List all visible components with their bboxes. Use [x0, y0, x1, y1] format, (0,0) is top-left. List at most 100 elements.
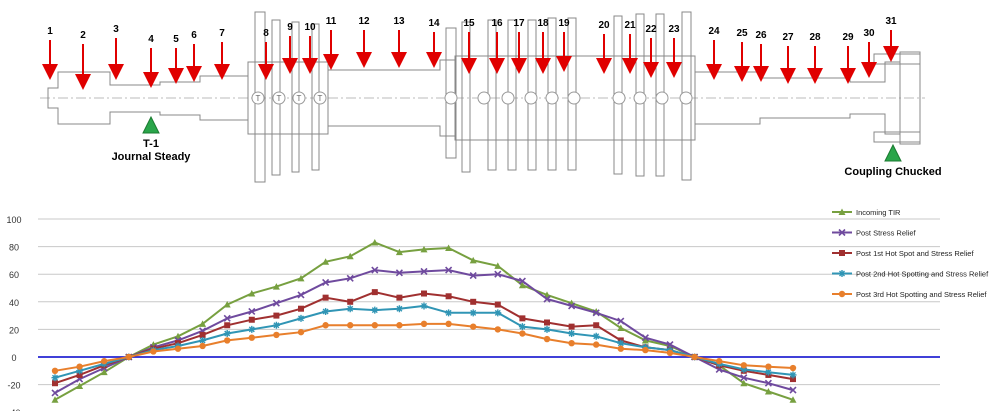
legend-label: Incoming TIR	[856, 208, 901, 217]
station-label: 24	[708, 26, 720, 37]
stage-marker-letter: T	[297, 94, 302, 103]
data-point	[223, 330, 231, 338]
data-point	[223, 301, 231, 308]
data-point	[371, 306, 379, 314]
station-label: 23	[668, 24, 680, 35]
station-label: 15	[463, 18, 475, 29]
data-point	[51, 396, 59, 403]
data-point	[346, 305, 354, 313]
data-point	[445, 244, 453, 251]
y-tick-label: -20	[7, 381, 20, 391]
data-point	[764, 388, 772, 395]
data-point	[789, 386, 797, 394]
station-label: 20	[598, 20, 610, 31]
stage-marker-icon	[501, 91, 515, 105]
station-label: 6	[191, 30, 197, 41]
data-point	[691, 353, 698, 361]
chart-series	[51, 238, 797, 403]
data-point	[617, 317, 625, 325]
data-point	[789, 371, 797, 379]
stage-marker-icon	[567, 91, 581, 105]
stage-marker-icon	[633, 91, 647, 105]
data-point	[789, 364, 797, 372]
data-point	[568, 323, 575, 330]
data-point	[248, 334, 255, 341]
support-label: Coupling Chucked	[844, 166, 941, 178]
data-point	[199, 342, 206, 350]
data-point	[248, 316, 255, 323]
data-point	[347, 322, 354, 329]
station-label: 8	[263, 28, 269, 39]
data-point	[666, 341, 674, 349]
data-point	[838, 208, 846, 215]
data-point	[395, 248, 403, 256]
data-point	[346, 252, 354, 260]
stage-marker-icon	[251, 91, 265, 105]
data-point	[838, 270, 846, 277]
station-label: 30	[863, 28, 875, 39]
data-point	[789, 396, 797, 403]
data-point	[322, 258, 330, 265]
data-point	[150, 348, 157, 355]
legend-label: Post Stress Relief	[856, 229, 917, 238]
data-point	[420, 302, 428, 310]
data-point	[51, 374, 59, 382]
station-label: 19	[558, 18, 570, 29]
station-label: 9	[287, 22, 293, 33]
support-coupling: Coupling Chucked	[844, 143, 942, 178]
data-point	[568, 302, 576, 310]
y-tick-label: 80	[9, 243, 19, 253]
series-2	[51, 266, 797, 397]
data-point	[494, 309, 502, 317]
station-label: 2	[80, 30, 86, 41]
data-point	[494, 270, 502, 278]
data-point	[322, 307, 330, 315]
data-point	[543, 335, 551, 343]
station-label: 14	[428, 18, 440, 29]
data-point	[593, 322, 600, 329]
legend-label: Post 3rd Hot Spotting and Stress Relief	[856, 290, 987, 299]
data-point	[740, 365, 748, 373]
support-triangle-icon	[142, 115, 160, 134]
data-point	[52, 380, 58, 387]
station-label: 3	[113, 24, 119, 35]
data-point	[740, 362, 747, 369]
data-point	[765, 363, 772, 370]
stage-marker-icon	[292, 91, 306, 105]
data-point	[76, 371, 83, 378]
data-point	[420, 267, 428, 276]
station-label: 22	[645, 24, 657, 35]
station-label: 12	[358, 16, 370, 27]
stage-marker-icon	[444, 91, 458, 105]
data-point	[51, 367, 59, 374]
station-label: 7	[219, 28, 225, 39]
data-point	[543, 295, 551, 303]
legend-label: Post 1st Hot Spot and Stress Relief	[856, 249, 974, 258]
support-triangle-icon	[884, 143, 902, 162]
data-point	[642, 346, 649, 354]
data-point	[174, 345, 182, 352]
data-point	[764, 379, 772, 387]
data-point	[568, 330, 576, 338]
data-point	[469, 309, 477, 317]
data-point	[371, 322, 378, 329]
data-point	[347, 298, 354, 305]
data-point	[592, 309, 600, 317]
stage-marker-letter: T	[256, 94, 261, 103]
chart-legend: Incoming TIR Post Stress Relief Post 1st H…	[832, 208, 989, 299]
data-point	[224, 322, 231, 329]
data-point	[740, 374, 748, 382]
data-point	[395, 269, 403, 277]
data-point	[641, 334, 649, 342]
station-label: 5	[173, 34, 179, 45]
data-point	[272, 283, 280, 290]
data-point	[445, 320, 452, 328]
data-point	[617, 324, 625, 332]
support-name: T-1	[143, 138, 159, 150]
series-line	[54, 269, 794, 394]
data-point	[470, 298, 477, 305]
